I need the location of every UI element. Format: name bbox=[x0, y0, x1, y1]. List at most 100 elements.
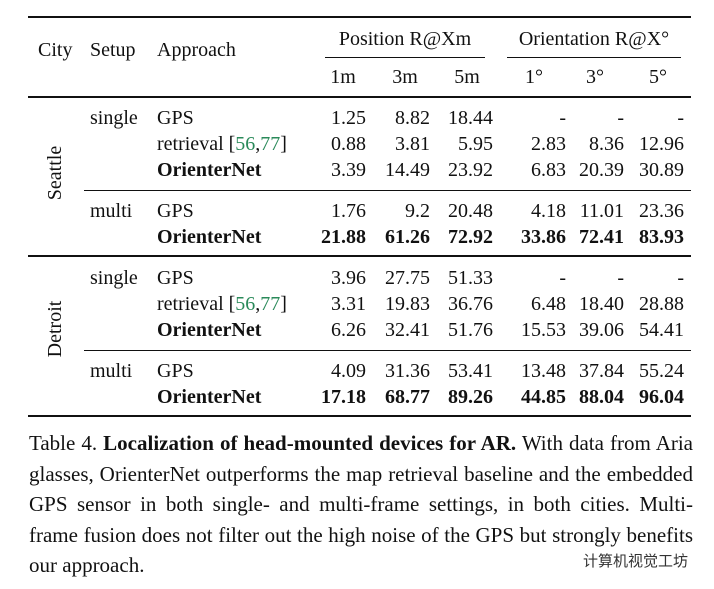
value-cell: 23.36 bbox=[639, 200, 684, 222]
value-cell: 11.01 bbox=[579, 200, 624, 222]
header-position: Position R@Xm bbox=[338, 28, 472, 50]
value-cell: 44.85 bbox=[521, 386, 566, 408]
value-cell: 0.88 bbox=[331, 133, 366, 155]
caption: Table 4. Localization of head-mounted de… bbox=[29, 428, 693, 581]
approach-name: GPS bbox=[157, 267, 194, 289]
approach-name: OrienterNet bbox=[157, 386, 262, 408]
approach-cell: GPS bbox=[157, 108, 194, 128]
approach-cell: OrienterNet bbox=[157, 160, 261, 180]
value-cell: 61.26 bbox=[385, 226, 430, 248]
header-orientation: Orientation R@X° bbox=[518, 28, 670, 50]
value-cell: 27.75 bbox=[385, 267, 430, 289]
approach-cell: OrienterNet bbox=[157, 227, 261, 247]
value-cell: 18.40 bbox=[579, 293, 624, 315]
value-cell: 30.89 bbox=[639, 159, 684, 181]
value-cell: - bbox=[677, 267, 684, 289]
value-cell: 15.53 bbox=[521, 319, 566, 341]
setup-label: single bbox=[90, 267, 138, 289]
value-cell: 13.48 bbox=[521, 360, 566, 382]
value-cell: 32.41 bbox=[385, 319, 430, 341]
header-sub: 5° bbox=[649, 66, 667, 88]
caption-title: Localization of head-mounted devices for… bbox=[103, 431, 517, 455]
value-cell: 1.76 bbox=[331, 200, 366, 222]
value-cell: 9.2 bbox=[405, 200, 430, 222]
value-cell: 96.04 bbox=[639, 386, 684, 408]
watermark: 计算机视觉工坊 bbox=[578, 548, 692, 573]
citation-ref: 56 bbox=[235, 293, 256, 315]
approach-cell: OrienterNet bbox=[157, 320, 261, 340]
rule bbox=[28, 16, 691, 18]
citation-ref: 56 bbox=[235, 133, 256, 155]
value-cell: 51.33 bbox=[448, 267, 493, 289]
value-cell: 6.48 bbox=[531, 293, 566, 315]
caption-text: With data from Aria glasses, OrienterNet… bbox=[29, 431, 694, 578]
citation-open: [ bbox=[228, 133, 236, 155]
rule bbox=[84, 350, 691, 351]
value-cell: 8.36 bbox=[589, 133, 624, 155]
value-cell: 3.81 bbox=[395, 133, 430, 155]
value-cell: 68.77 bbox=[385, 386, 430, 408]
rule bbox=[507, 57, 681, 58]
value-cell: 39.06 bbox=[579, 319, 624, 341]
approach-cell: retrieval [56,77] bbox=[157, 134, 287, 154]
value-cell: 6.83 bbox=[531, 159, 566, 181]
value-cell: - bbox=[677, 107, 684, 129]
value-cell: 20.39 bbox=[579, 159, 624, 181]
citation-ref: 77 bbox=[260, 133, 281, 155]
approach-name: retrieval bbox=[157, 133, 224, 155]
value-cell: 8.82 bbox=[395, 107, 430, 129]
citation-ref: 77 bbox=[260, 293, 281, 315]
citation-open: [ bbox=[228, 293, 236, 315]
value-cell: 3.96 bbox=[331, 267, 366, 289]
value-cell: 18.44 bbox=[448, 107, 493, 129]
citation-close: ] bbox=[280, 133, 287, 155]
approach-name: OrienterNet bbox=[157, 319, 262, 341]
header-sub: 1° bbox=[525, 66, 543, 88]
setup-label: single bbox=[90, 107, 138, 129]
value-cell: 3.39 bbox=[331, 159, 366, 181]
citation-sep: , bbox=[255, 133, 261, 155]
value-cell: 72.92 bbox=[448, 226, 493, 248]
value-cell: 37.84 bbox=[579, 360, 624, 382]
value-cell: 5.95 bbox=[458, 133, 493, 155]
value-cell: 89.26 bbox=[448, 386, 493, 408]
value-cell: - bbox=[559, 267, 566, 289]
city-label: Detroit bbox=[44, 300, 66, 358]
header-approach: Approach bbox=[157, 39, 236, 61]
value-cell: 20.48 bbox=[448, 200, 493, 222]
approach-cell: GPS bbox=[157, 268, 194, 288]
value-cell: 4.18 bbox=[531, 200, 566, 222]
caption-label: Table 4. bbox=[29, 431, 98, 455]
header-sub: 1m bbox=[330, 66, 356, 88]
approach-name: GPS bbox=[157, 200, 194, 222]
value-cell: 14.49 bbox=[385, 159, 430, 181]
value-cell: 54.41 bbox=[639, 319, 684, 341]
value-cell: 51.76 bbox=[448, 319, 493, 341]
city-label: Seattle bbox=[44, 145, 66, 201]
header-sub: 5m bbox=[454, 66, 480, 88]
rule bbox=[325, 57, 485, 58]
approach-name: OrienterNet bbox=[157, 159, 262, 181]
rule bbox=[84, 190, 691, 191]
rule bbox=[28, 255, 691, 257]
approach-name: GPS bbox=[157, 107, 194, 129]
value-cell: 31.36 bbox=[385, 360, 430, 382]
header-city: City bbox=[38, 39, 73, 61]
approach-cell: GPS bbox=[157, 201, 194, 221]
value-cell: 6.26 bbox=[331, 319, 366, 341]
value-cell: 3.31 bbox=[331, 293, 366, 315]
header-sub: 3° bbox=[586, 66, 604, 88]
value-cell: - bbox=[617, 107, 624, 129]
value-cell: 21.88 bbox=[321, 226, 366, 248]
value-cell: 55.24 bbox=[639, 360, 684, 382]
value-cell: - bbox=[559, 107, 566, 129]
rule bbox=[28, 96, 691, 98]
value-cell: 36.76 bbox=[448, 293, 493, 315]
value-cell: - bbox=[617, 267, 624, 289]
approach-cell: retrieval [56,77] bbox=[157, 294, 287, 314]
approach-cell: GPS bbox=[157, 361, 194, 381]
value-cell: 88.04 bbox=[579, 386, 624, 408]
rule bbox=[28, 415, 691, 417]
setup-label: multi bbox=[90, 200, 133, 222]
